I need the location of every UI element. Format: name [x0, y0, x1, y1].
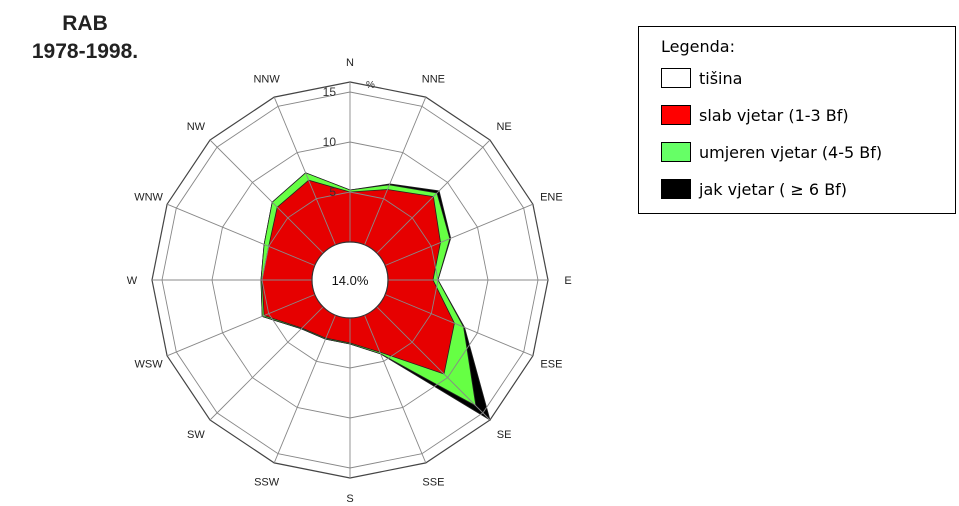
calm-center-label: 14.0%	[332, 273, 369, 288]
direction-label-wsw: WSW	[135, 358, 164, 370]
direction-label-ssw: SSW	[254, 476, 280, 488]
spoke-ene	[384, 203, 534, 266]
legend-item-calm: tišina	[661, 67, 742, 89]
legend-item-strong-wind: jak vjetar ( ≥ 6 Bf)	[661, 178, 847, 200]
direction-label-ne: NE	[496, 121, 511, 133]
chart-title: RAB 1978-1998.	[0, 10, 170, 66]
legend-swatch-weak-wind	[661, 105, 691, 125]
spoke-se	[376, 306, 491, 421]
wind-rose-chart: 5 10 15 % 14.0% N NNE NE ENE E ESE SE SSE S SSW SW WSW W W…	[127, 57, 572, 505]
direction-label-nnw: NNW	[253, 74, 280, 86]
spoke-ssw	[273, 314, 336, 464]
direction-label-ene: ENE	[540, 192, 563, 204]
spoke-sse	[364, 314, 427, 464]
spoke-ne	[376, 139, 491, 254]
legend-item-weak-wind: slab vjetar (1-3 Bf)	[661, 104, 849, 126]
legend-label-strong-wind: jak vjetar ( ≥ 6 Bf)	[699, 179, 848, 199]
spoke-wnw	[166, 203, 316, 266]
spoke-sw	[209, 306, 324, 421]
calm-circle	[311, 241, 389, 319]
chart-title-line2: 1978-1998.	[31, 40, 139, 63]
ring-label-15: 15	[323, 85, 337, 99]
legend-swatch-moderate-wind	[661, 142, 691, 162]
direction-label-se: SE	[497, 429, 512, 441]
legend-label-calm: tišina	[699, 68, 743, 88]
unit-label: %	[366, 80, 375, 91]
direction-label-nne: NNE	[422, 74, 445, 86]
legend-label-moderate-wind: umjeren vjetar (4-5 Bf)	[699, 142, 883, 162]
direction-label-w: W	[127, 275, 138, 287]
spoke-wsw	[166, 294, 316, 357]
direction-label-e: E	[564, 275, 571, 287]
direction-label-sw: SW	[187, 429, 205, 441]
legend-item-moderate-wind: umjeren vjetar (4-5 Bf)	[661, 141, 882, 163]
chart-title-line1: RAB	[62, 12, 108, 35]
direction-label-s: S	[346, 493, 353, 505]
direction-label-wnw: WNW	[134, 192, 163, 204]
direction-label-ese: ESE	[540, 358, 562, 370]
legend-swatch-strong-wind	[661, 179, 691, 199]
direction-label-n: N	[346, 57, 354, 69]
direction-label-nw: NW	[187, 121, 206, 133]
legend: Legenda: tišina slab vjetar (1-3 Bf) umj…	[638, 26, 956, 214]
spoke-ese	[384, 294, 534, 357]
spoke-nw	[209, 139, 324, 254]
ring-label-5: 5	[329, 185, 336, 199]
ring-label-10: 10	[323, 135, 337, 149]
direction-label-sse: SSE	[422, 476, 444, 488]
legend-title: Legenda:	[661, 37, 735, 56]
spoke-nne	[364, 96, 427, 246]
legend-label-weak-wind: slab vjetar (1-3 Bf)	[699, 105, 849, 125]
legend-swatch-calm	[661, 68, 691, 88]
spoke-nnw	[273, 96, 336, 246]
